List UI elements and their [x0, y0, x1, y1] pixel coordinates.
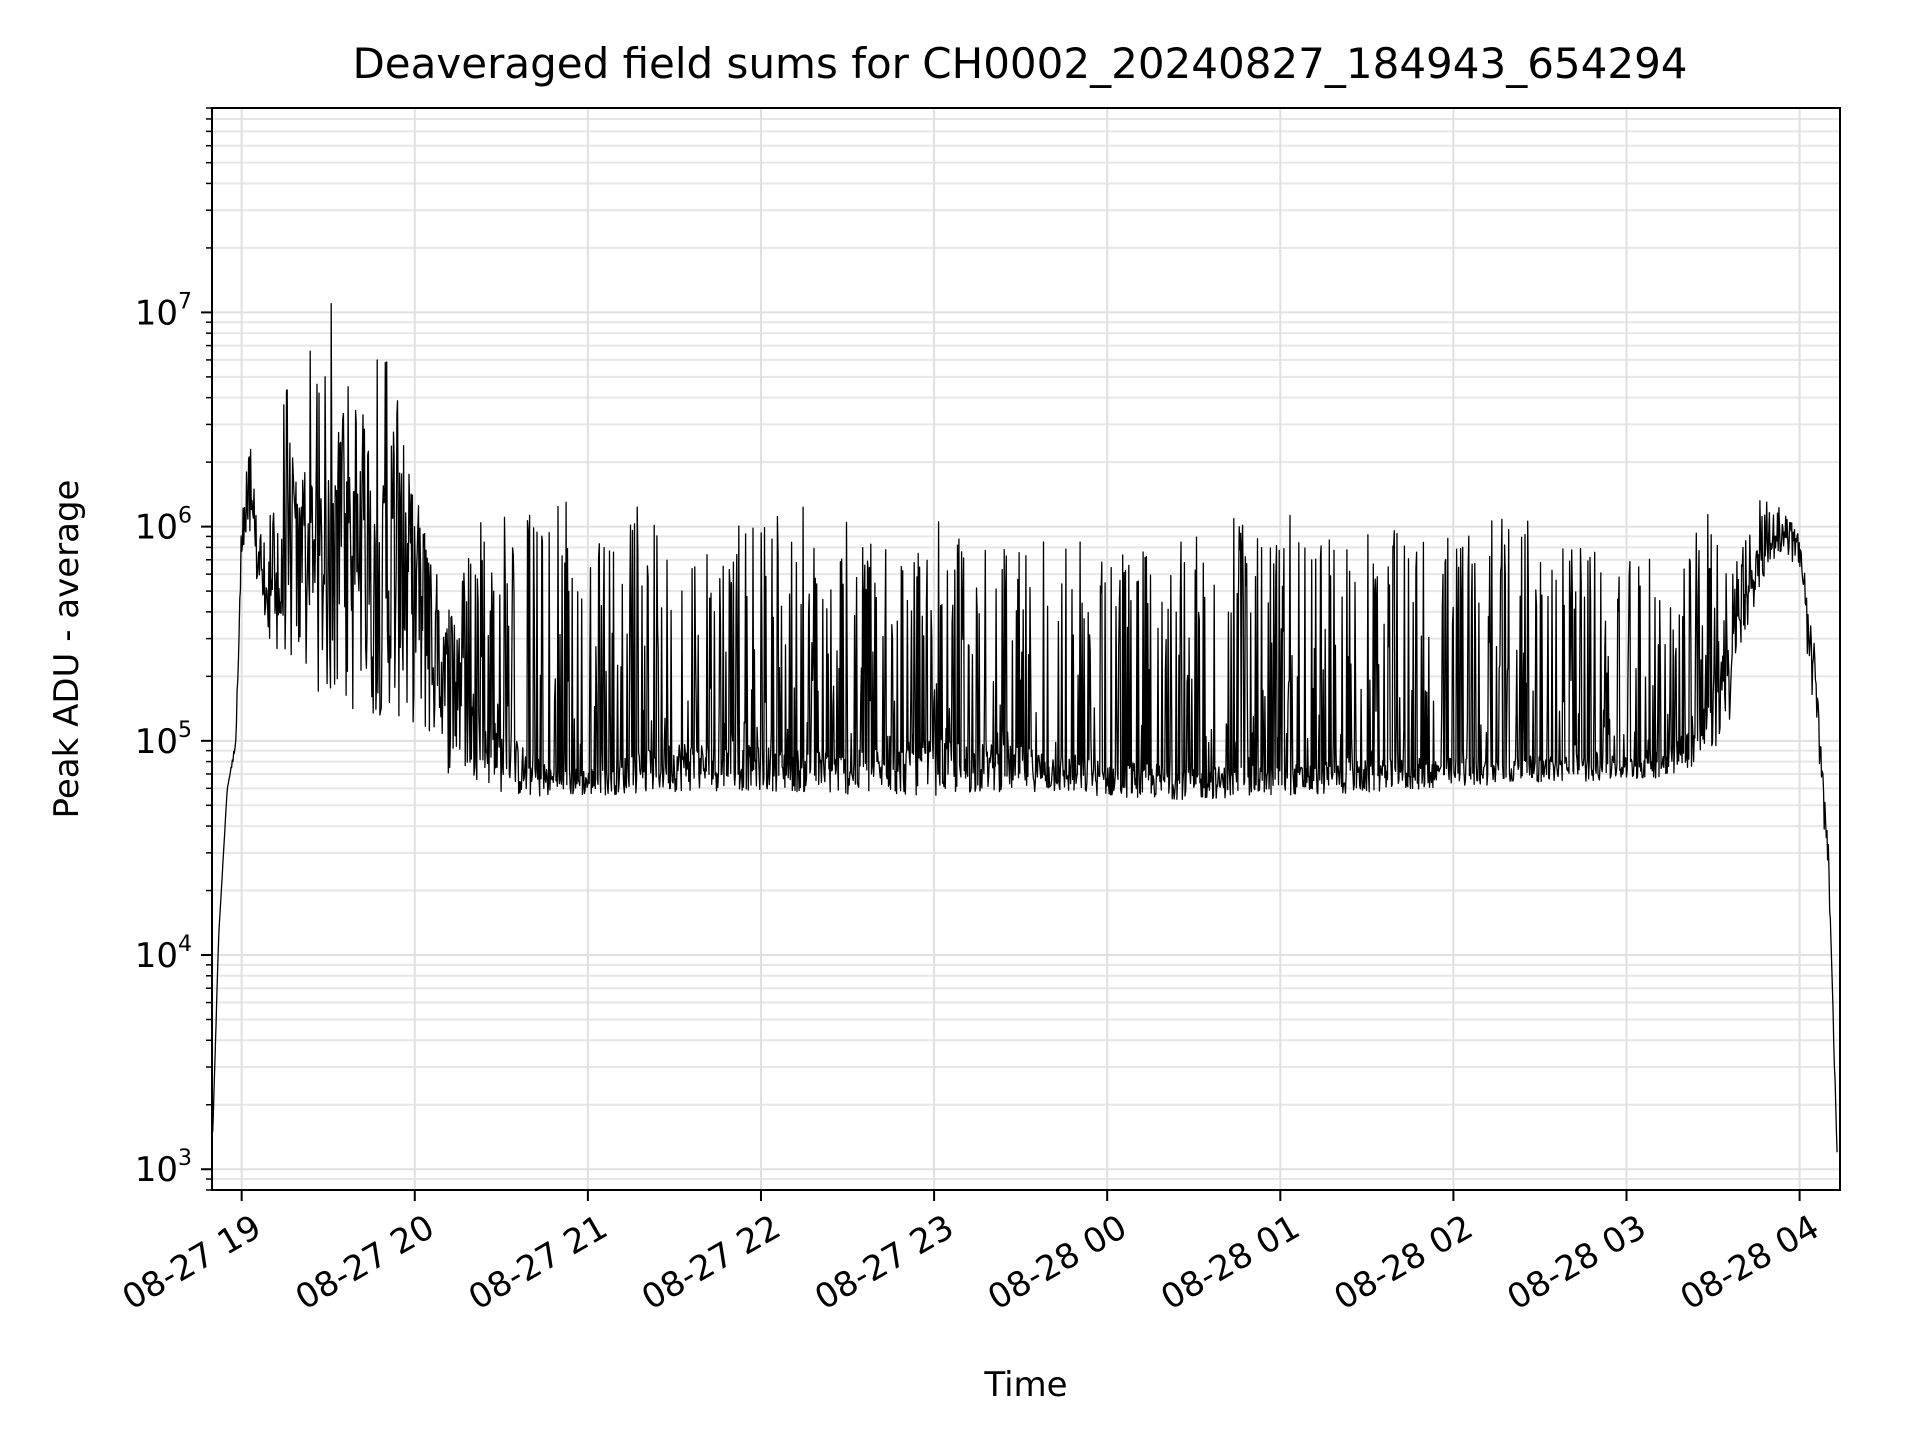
x-tick-label: 08-27 22: [635, 1207, 787, 1318]
x-tick-label: 08-28 01: [1154, 1207, 1306, 1318]
x-tick-label: 08-27 20: [289, 1207, 441, 1318]
series-line: [212, 302, 1838, 1153]
y-tick-label: 107: [135, 289, 192, 333]
y-axis: 103 104 105 106 107: [135, 107, 212, 1191]
y-tick-exponent: 7: [178, 289, 192, 314]
x-tick-label: 08-27 19: [116, 1207, 268, 1318]
x-tick-label: 08-27 23: [808, 1207, 960, 1318]
y-tick-exponent: 4: [178, 932, 192, 957]
x-tick-label: 08-27 21: [462, 1207, 614, 1318]
y-tick-label: 106: [135, 504, 192, 548]
x-tick-label: 08-28 03: [1501, 1207, 1653, 1318]
y-tick-label: 104: [135, 932, 192, 976]
series-layer: [212, 302, 1838, 1153]
y-axis-label: Peak ADU - average: [47, 480, 87, 819]
x-axis-label: Time: [983, 1365, 1067, 1405]
chart-title: Deaveraged field sums for CH0002_2024082…: [352, 39, 1687, 88]
x-tick-label: 08-28 04: [1674, 1207, 1826, 1318]
y-tick-label: 103: [135, 1146, 192, 1190]
x-tick-label: 08-28 00: [981, 1207, 1133, 1318]
y-tick-label: 105: [135, 718, 192, 762]
y-tick-exponent: 3: [178, 1146, 192, 1171]
x-axis: 08-27 19 08-27 20 08-27 21 08-27 22 08-27 23…: [116, 1190, 1826, 1318]
x-tick-label: 08-28 02: [1328, 1207, 1480, 1318]
y-tick-exponent: 5: [178, 718, 192, 743]
plot-frame: [211, 107, 1841, 1191]
y-tick-exponent: 6: [178, 504, 192, 529]
grid: [212, 107, 1840, 1191]
